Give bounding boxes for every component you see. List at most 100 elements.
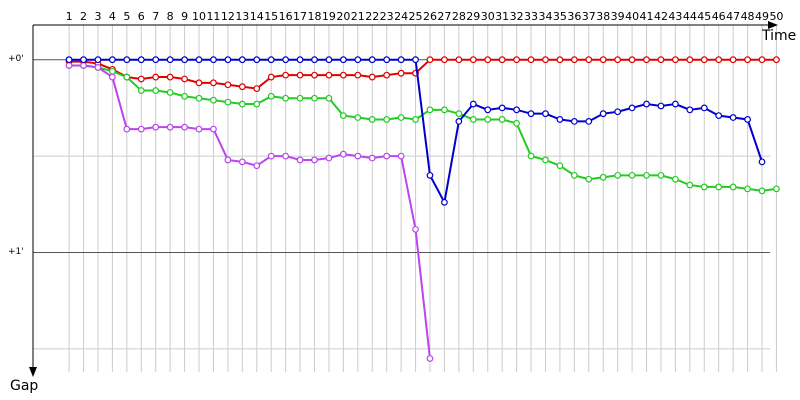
data-point [181, 75, 188, 83]
data-point [744, 116, 751, 123]
data-point [643, 171, 650, 179]
data-point [210, 79, 217, 87]
data-point [614, 171, 622, 179]
data-point [773, 56, 780, 64]
data-point [123, 73, 131, 81]
data-point [238, 158, 246, 166]
data-point [383, 71, 391, 79]
data-point [339, 150, 347, 158]
data-point [773, 185, 780, 193]
x-tick-label: 13 [235, 10, 249, 23]
data-point [296, 56, 304, 64]
data-point [542, 156, 549, 164]
data-point [441, 106, 448, 114]
data-point [282, 56, 290, 64]
x-tick-label: 30 [481, 10, 495, 23]
data-point [296, 94, 304, 102]
data-point [238, 83, 246, 91]
x-tick-label: 24 [394, 10, 408, 23]
data-point [267, 92, 275, 100]
data-point [195, 125, 203, 133]
data-point [325, 154, 333, 162]
data-point [137, 75, 145, 83]
data-point [397, 56, 405, 64]
data-point [715, 183, 723, 191]
x-tick-label: 38 [596, 10, 610, 23]
data-point [123, 125, 131, 133]
x-tick-label: 46 [712, 10, 726, 23]
data-point [80, 62, 87, 69]
x-tick-label: 33 [524, 10, 538, 23]
data-point [282, 94, 290, 102]
x-tick-label: 45 [697, 10, 711, 23]
data-point [354, 56, 362, 64]
x-tick-label: 28 [452, 10, 466, 23]
data-point [729, 183, 737, 191]
data-point [210, 96, 217, 104]
data-point [484, 116, 492, 123]
data-point [426, 56, 434, 64]
data-point [700, 56, 708, 64]
data-point [412, 225, 419, 233]
x-tick-label: 50 [769, 10, 783, 23]
data-point [412, 116, 419, 123]
data-point [614, 108, 622, 116]
x-tick-label: 6 [138, 10, 145, 23]
plot [65, 56, 780, 362]
x-axis-arrow [768, 21, 778, 29]
data-point [686, 181, 694, 189]
data-point [643, 56, 650, 64]
data-point [484, 56, 492, 64]
data-point [715, 56, 723, 64]
data-point [469, 56, 477, 64]
x-tick-label: 29 [466, 10, 480, 23]
data-point [339, 71, 347, 79]
x-tick-label: 11 [206, 10, 220, 23]
x-tick-label: 22 [365, 10, 379, 23]
data-point [469, 116, 477, 123]
data-point [700, 183, 708, 191]
data-point [195, 94, 203, 102]
data-point [267, 152, 275, 160]
x-tick-label: 48 [741, 10, 755, 23]
data-point [238, 100, 246, 108]
data-point [426, 171, 434, 179]
data-point [383, 116, 391, 123]
x-tick-label: 47 [726, 10, 740, 23]
data-point [729, 114, 737, 121]
x-tick-label: 21 [351, 10, 365, 23]
data-point [296, 71, 304, 79]
data-point [570, 171, 578, 179]
data-point [368, 56, 376, 64]
data-point [556, 162, 564, 170]
data-point [686, 56, 694, 64]
data-point [498, 56, 506, 64]
data-point [455, 117, 463, 125]
data-point [311, 156, 318, 164]
x-tick-label: 15 [264, 10, 278, 23]
data-point [224, 156, 232, 164]
data-point [686, 106, 694, 114]
data-point [744, 56, 751, 64]
data-point [527, 152, 535, 160]
data-point [397, 69, 405, 77]
data-point [441, 56, 448, 64]
data-point [657, 171, 665, 179]
x-tick-label: 26 [423, 10, 437, 23]
data-point [542, 110, 549, 118]
data-point [628, 171, 636, 179]
data-point [426, 106, 434, 114]
data-point [758, 187, 766, 195]
data-point [123, 56, 131, 64]
data-point [181, 92, 188, 100]
data-point [210, 125, 217, 133]
x-tick-label: 18 [307, 10, 321, 23]
x-tick-label: 43 [668, 10, 682, 23]
data-point [657, 102, 665, 110]
data-point [542, 56, 549, 64]
data-point [253, 85, 261, 93]
x-tick-label: 36 [567, 10, 581, 23]
data-point [628, 104, 636, 112]
y-tick-label: +1' [8, 247, 24, 257]
